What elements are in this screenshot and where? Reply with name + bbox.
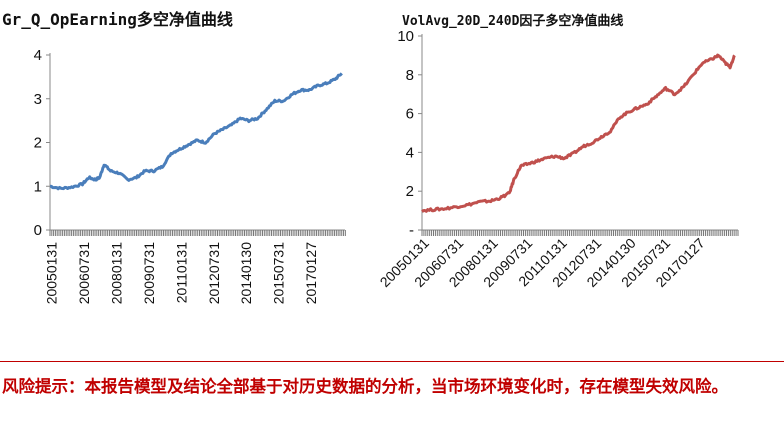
chart-title-right: VolAvg_20D_240D因子多空净值曲线 (402, 14, 624, 29)
y-tick-label-right: - (409, 222, 414, 239)
x-tick-label-left: 20050131 (44, 242, 60, 305)
y-tick-label-left: 2 (34, 135, 42, 152)
y-tick-label-left: 1 (34, 178, 42, 195)
risk-notice: 风险提示：本报告模型及结论全部基于对历史数据的分析，当市场环境变化时，存在模型失… (2, 377, 728, 396)
series-line-left (49, 72, 343, 191)
y-tick-label-right: 6 (406, 106, 414, 123)
y-tick-label-right: 10 (397, 28, 414, 45)
y-tick-label-left: 0 (34, 222, 42, 239)
x-axis-right (421, 229, 739, 236)
x-tick-label-left: 20110131 (173, 242, 189, 303)
x-tick-label-left: 20090731 (141, 242, 157, 305)
series-line-right (421, 53, 736, 213)
x-tick-label-left: 20150731 (271, 242, 287, 305)
y-tick-label-left: 3 (34, 91, 42, 108)
x-tick-label-left: 20060731 (76, 242, 92, 305)
y-tick-label-right: 2 (406, 183, 414, 200)
chart-title-left: Gr_Q_OpEarning多空净值曲线 (2, 10, 233, 29)
x-axis-left (49, 229, 346, 236)
x-tick-label-left: 20170127 (303, 242, 319, 305)
x-tick-label-left: 20080131 (109, 242, 125, 305)
x-tick-label-left: 20140130 (238, 242, 254, 305)
y-tick-label-right: 4 (406, 144, 414, 161)
divider-line (0, 361, 784, 362)
x-tick-label-left: 20120731 (206, 242, 222, 305)
y-tick-label-left: 4 (34, 47, 42, 64)
y-tick-label-right: 8 (406, 67, 414, 84)
